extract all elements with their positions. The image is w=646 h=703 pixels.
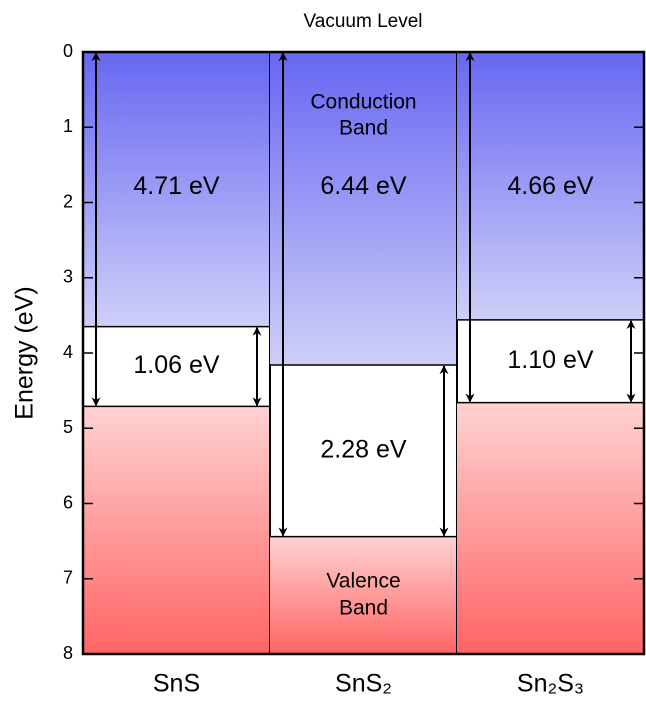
- valence-band-label: Band: [339, 597, 388, 620]
- y-tick-label: 4: [63, 342, 73, 362]
- plot-frame: [81, 50, 646, 656]
- ionization-label: 6.44 eV: [320, 172, 407, 200]
- y-tick-label: 2: [63, 191, 73, 211]
- conduction-band-label: Band: [339, 117, 388, 140]
- gap-label: 2.28 eV: [320, 435, 407, 463]
- y-tick-label: 6: [63, 492, 73, 512]
- y-tick-label: 3: [63, 267, 73, 287]
- y-tick-label: 0: [63, 41, 73, 61]
- conduction-band: [457, 52, 644, 320]
- chart-title: Vacuum Level: [304, 11, 423, 32]
- gap-label: 1.10 eV: [507, 346, 594, 374]
- x-tick-label: Sn₂S₃: [517, 670, 584, 698]
- x-tick-label: SnS: [153, 670, 200, 698]
- y-tick-label: 1: [63, 116, 73, 136]
- x-tick-label: SnS₂: [335, 670, 392, 698]
- conduction-band-label: Conduction: [310, 91, 416, 114]
- valence-band: [83, 406, 270, 654]
- ionization-label: 4.71 eV: [133, 172, 220, 200]
- valence-band: [457, 402, 644, 654]
- y-tick-label: 7: [63, 568, 73, 588]
- y-tick-label: 8: [63, 643, 73, 663]
- ionization-label: 4.66 eV: [507, 172, 594, 200]
- gap-label: 1.06 eV: [133, 351, 220, 379]
- y-tick-label: 5: [63, 417, 73, 437]
- valence-band: [270, 536, 457, 654]
- y-axis-label: Energy (eV): [11, 286, 39, 419]
- conduction-band: [83, 52, 270, 327]
- conduction-band: [270, 52, 457, 366]
- valence-band-label: Valence: [326, 570, 400, 593]
